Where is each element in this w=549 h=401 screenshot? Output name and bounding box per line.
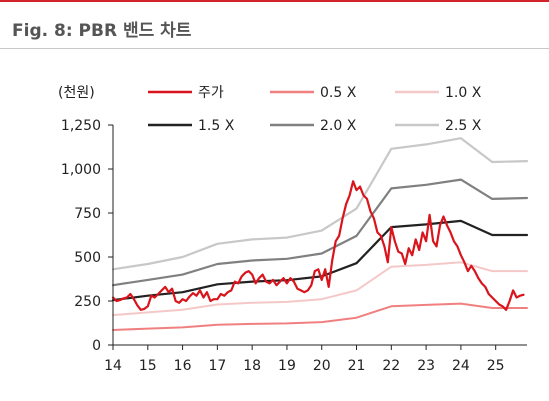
y-tick-label: 0 [92,338,101,354]
x-tick-label: 16 [174,358,192,374]
series-line-2_0-X [111,178,529,287]
x-tick-label: 14 [104,358,122,374]
legend-label-2_0-X: 2.0 X [320,118,357,134]
x-tick-label: 18 [243,358,261,374]
series-line-0_5-X [112,302,528,331]
series-line-2_5-X [111,137,529,271]
y-axis-unit-label: (천원) [58,85,95,101]
legend-label-0_5-X: 0.5 X [320,85,357,101]
title-divider [0,48,549,49]
y-tick-label: 750 [74,206,101,222]
x-tick-label: 21 [348,358,366,374]
legend: 주가 0.5 X 1.0 X 1.5 X 2.0 X 2.5 X [148,85,482,134]
series-line-1_0-X [112,261,528,317]
x-tick-label: 20 [313,358,331,374]
y-tick-label: 1,000 [61,162,101,178]
top-rule [0,0,549,2]
y-tick-label: 250 [74,294,101,310]
x-tick-label: 23 [417,358,435,374]
x-tick-label: 24 [452,358,470,374]
y-tick-label: 500 [74,250,101,266]
x-tick-label: 25 [487,358,505,374]
x-tick-label: 19 [278,358,296,374]
axes: 0 250 500 750 1,000 1,250 14 15 16 17 18 19 20 21 22 23… [61,118,527,374]
legend-label-1_0-X: 1.0 X [445,85,482,101]
figure-title: Fig. 8: PBR 밴드 차트 [12,21,192,41]
price-line [111,180,525,311]
y-tick-label: 1,250 [61,118,101,134]
series-line-1_5-X [111,219,529,302]
series-line-price [111,180,525,311]
x-tick-label: 15 [139,358,157,374]
legend-label-1_5-X: 1.5 X [198,118,235,134]
legend-label-2_5-X: 2.5 X [445,118,482,134]
x-tick-label: 17 [208,358,226,374]
x-tick-label: 22 [382,358,400,374]
legend-label-price: 주가 [198,85,224,101]
